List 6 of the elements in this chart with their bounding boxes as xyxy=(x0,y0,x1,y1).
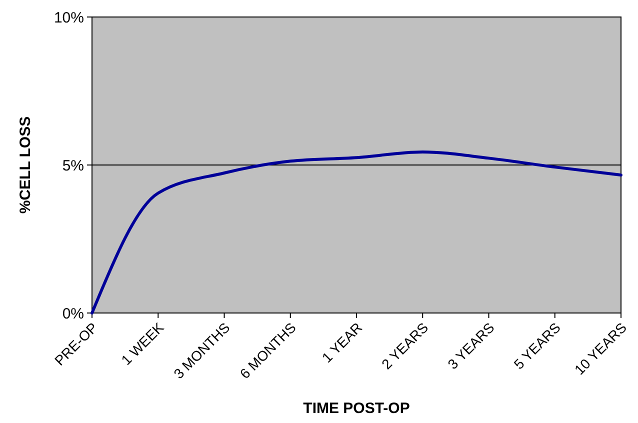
x-axis-title: TIME POST-OP xyxy=(303,400,410,417)
y-tick-label: 5% xyxy=(62,157,84,174)
y-axis-title: %CELL LOSS xyxy=(17,116,34,214)
y-tick-label: 0% xyxy=(62,305,84,322)
line-series xyxy=(90,150,622,314)
y-tick-label: 10% xyxy=(54,9,84,26)
